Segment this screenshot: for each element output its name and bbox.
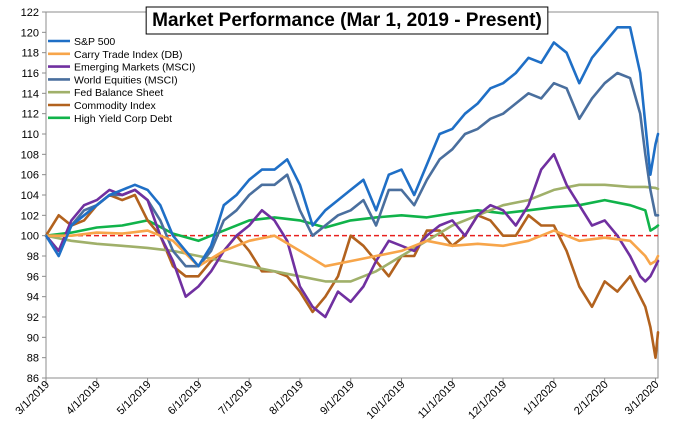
series-line-emerging-markets-msci (44, 153, 660, 319)
series-line-high-yield-corp-debt (44, 198, 660, 243)
x-tick-label: 7/1/2019 (217, 379, 256, 418)
x-tick-label: 3/1/2020 (623, 379, 662, 418)
legend-label-commodity-index: Commodity Index (74, 100, 156, 112)
series-line-carry-trade-index-db (44, 229, 660, 268)
x-tick-label: 10/1/2019 (365, 379, 408, 422)
y-tick-label: 94 (27, 292, 39, 304)
x-tick-label: 6/1/2019 (166, 379, 205, 418)
y-tick-label: 118 (21, 48, 39, 60)
y-tick-label: 104 (21, 190, 39, 202)
chart-title: Market Performance (Mar 1, 2019 - Presen… (152, 10, 542, 31)
chart-title-frame (145, 6, 549, 35)
series-line-s-p-500 (44, 25, 660, 268)
y-tick-label: 122 (21, 7, 39, 19)
y-tick-label: 88 (27, 353, 39, 365)
legend-label-high-yield-corp-debt: High Yield Corp Debt (74, 113, 172, 125)
series-line-world-equities-msci (44, 71, 660, 268)
y-tick-label: 114 (21, 88, 39, 100)
y-tick-label: 106 (21, 170, 39, 182)
y-tick-label: 90 (27, 332, 39, 344)
legend-label-carry-trade-index-db: Carry Trade Index (DB) (74, 49, 183, 61)
x-tick-label: 1/1/2020 (521, 379, 560, 418)
x-tick-label: 4/1/2019 (64, 379, 103, 418)
x-tick-label: 11/1/2019 (416, 379, 459, 422)
y-tick-label: 120 (21, 27, 39, 39)
legend-label-fed-balance-sheet: Fed Balance Sheet (74, 87, 163, 99)
x-tick-label: 5/1/2019 (115, 379, 154, 418)
legend-label-s-p-500: S&P 500 (74, 36, 115, 48)
plot-area (45, 11, 659, 379)
y-tick-label: 86 (27, 373, 39, 385)
y-tick-label: 100 (21, 231, 39, 243)
series-line-fed-balance-sheet (44, 183, 660, 283)
legend-label-emerging-markets-msci: Emerging Markets (MSCI) (74, 62, 195, 74)
y-tick-label: 96 (27, 271, 39, 283)
y-tick-label: 102 (21, 210, 39, 222)
y-tick-label: 98 (27, 251, 39, 263)
y-axis: 86 88 90 92 94 96 98 100 102 104 106 108 110 112 114 11… (21, 7, 46, 385)
chart-title-box: Market Performance (Mar 1, 2019 - Presen… (145, 6, 549, 35)
y-tick-label: 108 (21, 149, 39, 161)
y-tick-label: 116 (21, 68, 39, 80)
plot-border (45, 11, 659, 379)
x-tick-label: 12/1/2019 (466, 379, 509, 422)
x-tick-label: 9/1/2019 (318, 379, 357, 418)
legend-label-world-equities-msci: World Equities (MSCI) (74, 74, 178, 86)
y-tick-label: 112 (21, 109, 39, 121)
y-tick-label: 92 (27, 312, 39, 324)
x-axis: 3/1/2019 4/1/2019 5/1/2019 6/1/2019 7/1/2019… (13, 378, 662, 422)
x-tick-label: 8/1/2019 (267, 379, 306, 418)
y-tick-label: 110 (21, 129, 39, 141)
series-layer (44, 25, 660, 360)
x-tick-label: 2/1/2020 (572, 379, 611, 418)
